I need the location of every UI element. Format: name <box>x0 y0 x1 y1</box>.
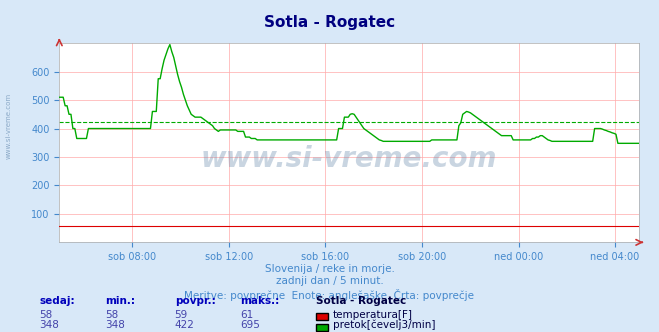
Text: www.si-vreme.com: www.si-vreme.com <box>201 145 498 173</box>
Text: 348: 348 <box>105 320 125 330</box>
Text: 348: 348 <box>40 320 59 330</box>
Text: www.si-vreme.com: www.si-vreme.com <box>5 93 11 159</box>
Text: maks.:: maks.: <box>241 296 280 306</box>
Text: min.:: min.: <box>105 296 136 306</box>
Text: Sotla - Rogatec: Sotla - Rogatec <box>316 296 407 306</box>
Text: pretok[čevelj3/min]: pretok[čevelj3/min] <box>333 320 436 330</box>
Text: 695: 695 <box>241 320 260 330</box>
Text: 422: 422 <box>175 320 194 330</box>
Text: 59: 59 <box>175 310 188 320</box>
Text: Slovenija / reke in morje.: Slovenija / reke in morje. <box>264 264 395 274</box>
Text: temperatura[F]: temperatura[F] <box>333 310 413 320</box>
Text: sedaj:: sedaj: <box>40 296 75 306</box>
Text: povpr.:: povpr.: <box>175 296 215 306</box>
Text: zadnji dan / 5 minut.: zadnji dan / 5 minut. <box>275 276 384 286</box>
Text: 58: 58 <box>40 310 53 320</box>
Text: Sotla - Rogatec: Sotla - Rogatec <box>264 15 395 30</box>
Text: 58: 58 <box>105 310 119 320</box>
Text: Meritve: povprečne  Enote: anglešaške  Črta: povprečje: Meritve: povprečne Enote: anglešaške Črt… <box>185 289 474 300</box>
Text: 61: 61 <box>241 310 254 320</box>
